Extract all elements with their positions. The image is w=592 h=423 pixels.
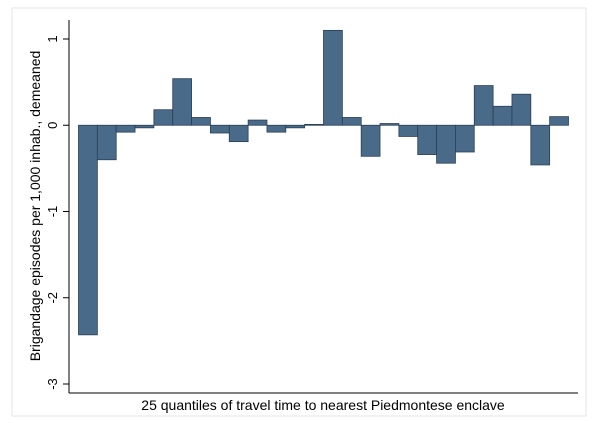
- y-tick-label: -1: [45, 206, 60, 218]
- y-tick-label: 0: [45, 122, 60, 129]
- bar-6: [172, 78, 192, 126]
- bar-19: [417, 124, 437, 155]
- axes-group: [68, 20, 578, 394]
- bar-21: [455, 124, 475, 153]
- bar-1: [78, 124, 98, 336]
- y-tick-label: -3: [45, 378, 60, 390]
- bar-4: [134, 124, 155, 129]
- y-tick-label: 1: [45, 35, 60, 42]
- bar-14: [323, 29, 343, 126]
- bar-20: [436, 124, 456, 164]
- bar-12: [285, 124, 306, 129]
- bar-23: [492, 105, 513, 126]
- x-axis-label: 25 quantiles of travel time to nearest P…: [141, 397, 505, 413]
- bar-11: [266, 124, 287, 133]
- bar-8: [210, 124, 230, 134]
- bar-2: [96, 124, 117, 161]
- bars-group: [78, 29, 569, 336]
- outer-frame: [11, 7, 587, 417]
- bar-9: [228, 124, 249, 143]
- bar-5: [153, 109, 174, 126]
- bar-10: [247, 119, 268, 126]
- bar-18: [398, 124, 419, 137]
- y-axis-label: Brigandage episodes per 1,000 inhab., de…: [27, 51, 43, 362]
- bar-7: [191, 117, 211, 126]
- bar-13: [304, 123, 324, 126]
- bar-26: [549, 116, 569, 126]
- bar-16: [360, 124, 381, 157]
- bar-3: [115, 124, 136, 133]
- bar-22: [473, 85, 494, 126]
- bar-15: [341, 117, 362, 126]
- bar-25: [530, 124, 551, 166]
- y-ticks-group: 1 0 -1 -2 -3: [45, 35, 69, 390]
- bar-24: [511, 93, 532, 126]
- y-tick-label: -2: [45, 292, 60, 304]
- bar-17: [379, 123, 400, 126]
